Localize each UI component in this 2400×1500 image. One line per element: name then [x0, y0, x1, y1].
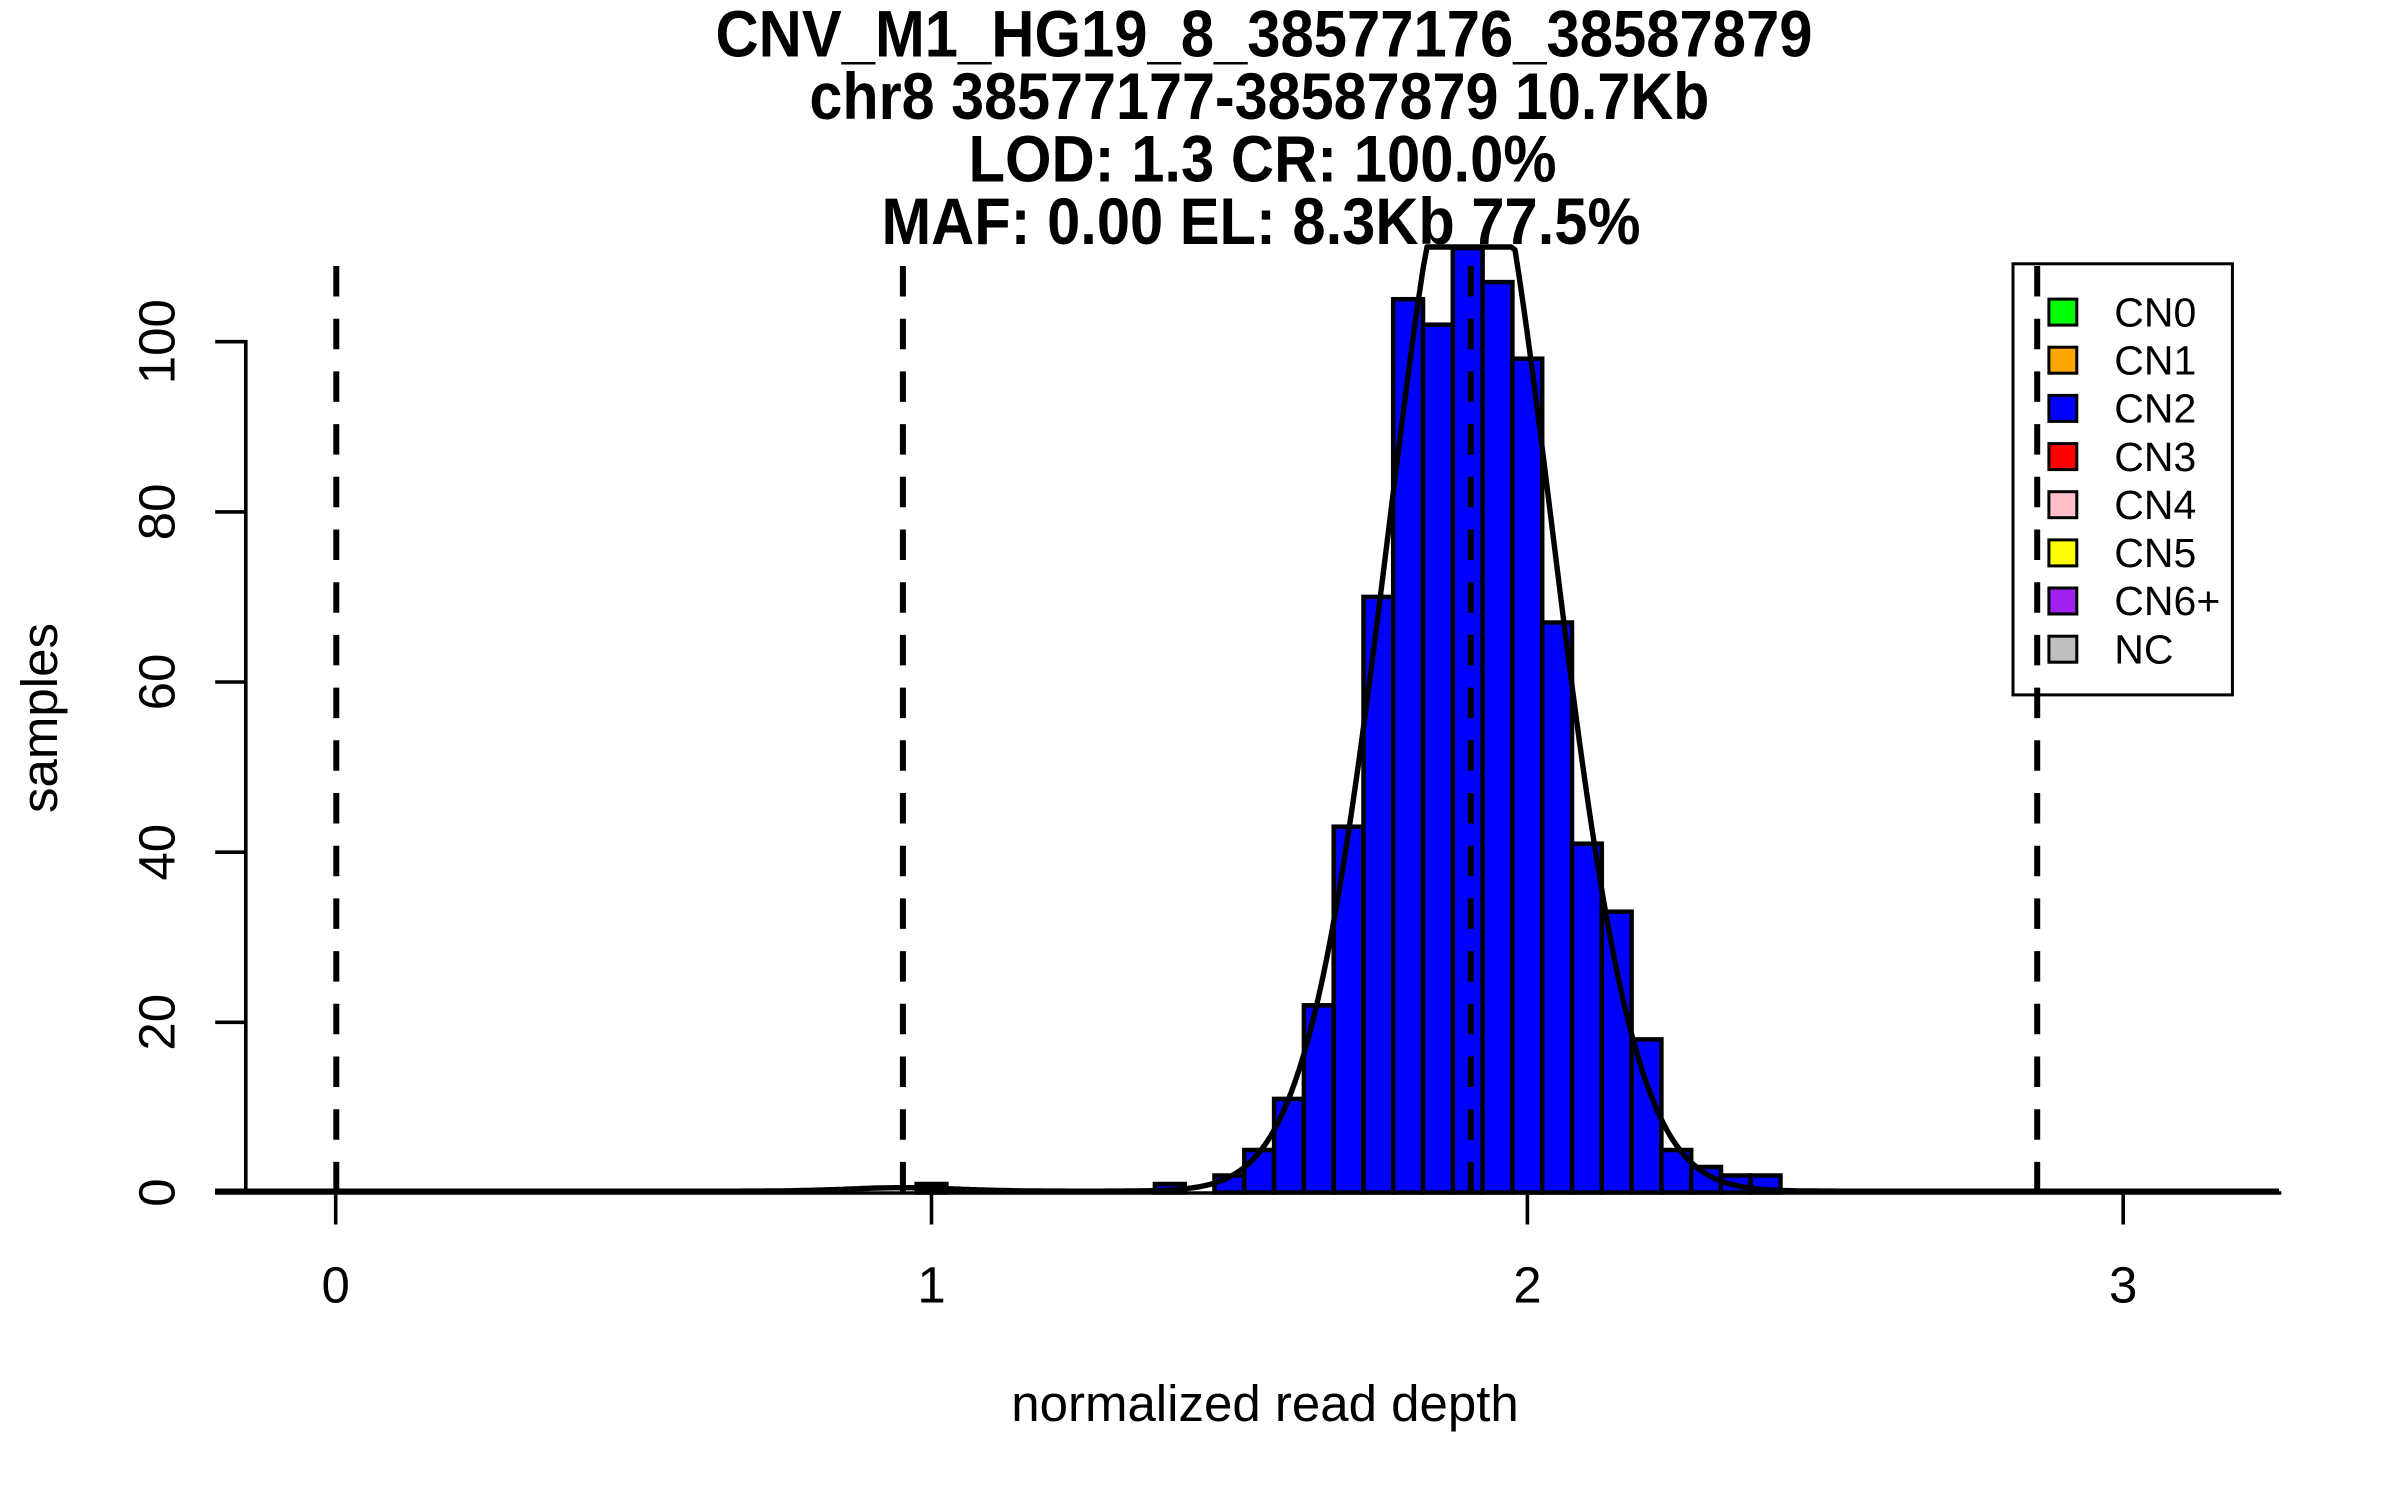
svg-text:CNV_M1_HG19_8_38577176_3858787: CNV_M1_HG19_8_38577176_38587879	[716, 0, 1813, 71]
svg-text:MAF: 0.00 EL: 8.3Kb 77.5%: MAF: 0.00 EL: 8.3Kb 77.5%	[882, 184, 1641, 258]
svg-text:3: 3	[2109, 1257, 2137, 1314]
svg-text:CN0: CN0	[2114, 289, 2196, 335]
svg-text:0: 0	[129, 1178, 186, 1206]
svg-text:CN3: CN3	[2114, 434, 2196, 480]
svg-text:CN6+: CN6+	[2114, 578, 2220, 624]
svg-text:CN2: CN2	[2114, 386, 2196, 432]
svg-text:40: 40	[129, 824, 186, 881]
svg-text:chr8 38577177-38587879 10.7Kb: chr8 38577177-38587879 10.7Kb	[809, 59, 1709, 133]
svg-text:80: 80	[129, 484, 186, 541]
svg-text:normalized read depth: normalized read depth	[1011, 1375, 1519, 1432]
svg-text:60: 60	[129, 654, 186, 711]
svg-text:samples: samples	[11, 623, 68, 813]
svg-text:NC: NC	[2114, 626, 2173, 672]
svg-text:CN5: CN5	[2114, 530, 2196, 576]
svg-text:CN1: CN1	[2114, 337, 2196, 383]
svg-text:CN4: CN4	[2114, 482, 2196, 528]
svg-text:LOD: 1.3 CR: 100.0%: LOD: 1.3 CR: 100.0%	[969, 122, 1557, 196]
svg-text:2: 2	[1513, 1257, 1541, 1314]
svg-text:20: 20	[129, 994, 186, 1051]
svg-text:1: 1	[917, 1257, 945, 1314]
svg-text:0: 0	[322, 1257, 350, 1314]
svg-text:100: 100	[129, 299, 186, 384]
